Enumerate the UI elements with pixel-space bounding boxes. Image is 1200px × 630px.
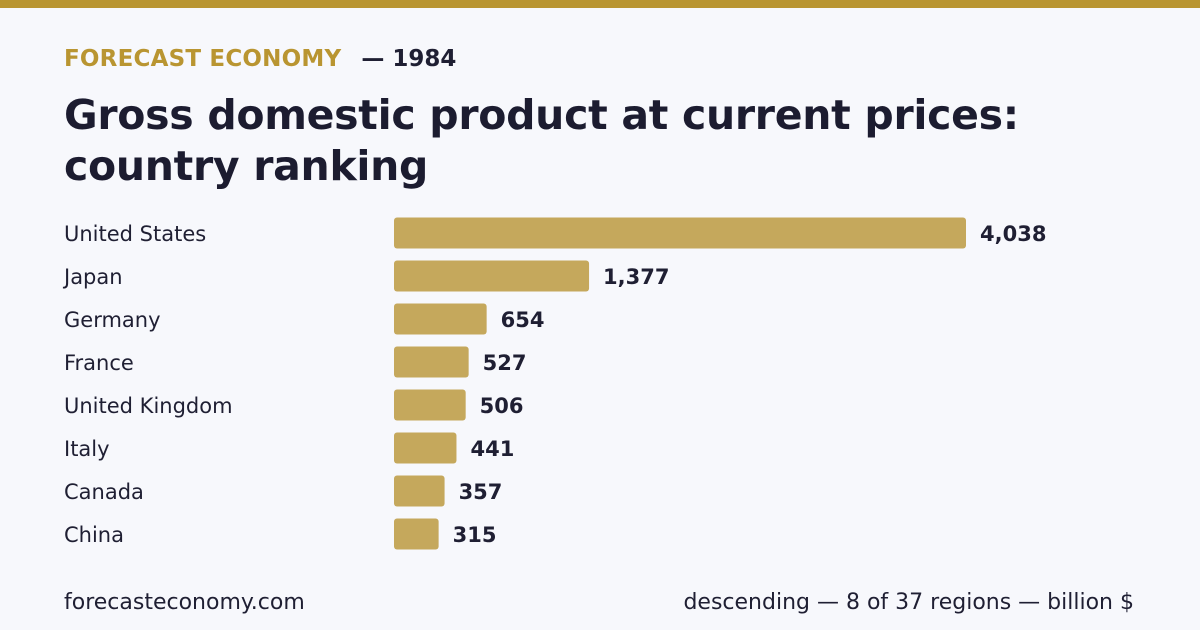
category-label-canada: Canada [64, 480, 144, 504]
category-label-united-kingdom: United Kingdom [64, 394, 233, 418]
bar-germany [394, 303, 487, 335]
category-label-france: France [64, 351, 134, 375]
bar-united-states [394, 217, 966, 249]
category-label-japan: Japan [62, 265, 123, 289]
bar-united-kingdom [394, 389, 466, 421]
bar-china [394, 518, 439, 550]
category-label-italy: Italy [64, 437, 110, 461]
footer-note: descending — 8 of 37 regions — billion $ [683, 590, 1134, 615]
bar-italy [394, 432, 457, 464]
category-label-united-states: United States [64, 222, 206, 246]
header: FORECAST ECONOMY — 1984 [64, 46, 456, 72]
value-label-united-kingdom: 506 [480, 394, 524, 418]
value-label-china: 315 [453, 523, 497, 547]
bar-france [394, 346, 469, 378]
value-label-germany: 654 [501, 308, 545, 332]
bar-canada [394, 475, 445, 507]
value-label-italy: 441 [470, 437, 514, 461]
bar-japan [394, 260, 590, 292]
category-label-germany: Germany [64, 308, 161, 332]
chart-title: Gross domestic product at current prices… [64, 91, 1019, 190]
brand-name: FORECAST ECONOMY [64, 46, 342, 72]
value-label-japan: 1,377 [603, 265, 669, 289]
year-label: — 1984 [361, 46, 457, 72]
value-label-united-states: 4,038 [980, 222, 1046, 246]
value-label-canada: 357 [459, 480, 503, 504]
value-label-france: 527 [483, 351, 527, 375]
category-label-china: China [64, 523, 124, 547]
top-accent-bar [0, 0, 1200, 8]
footer-site: forecasteconomy.com [64, 590, 305, 615]
